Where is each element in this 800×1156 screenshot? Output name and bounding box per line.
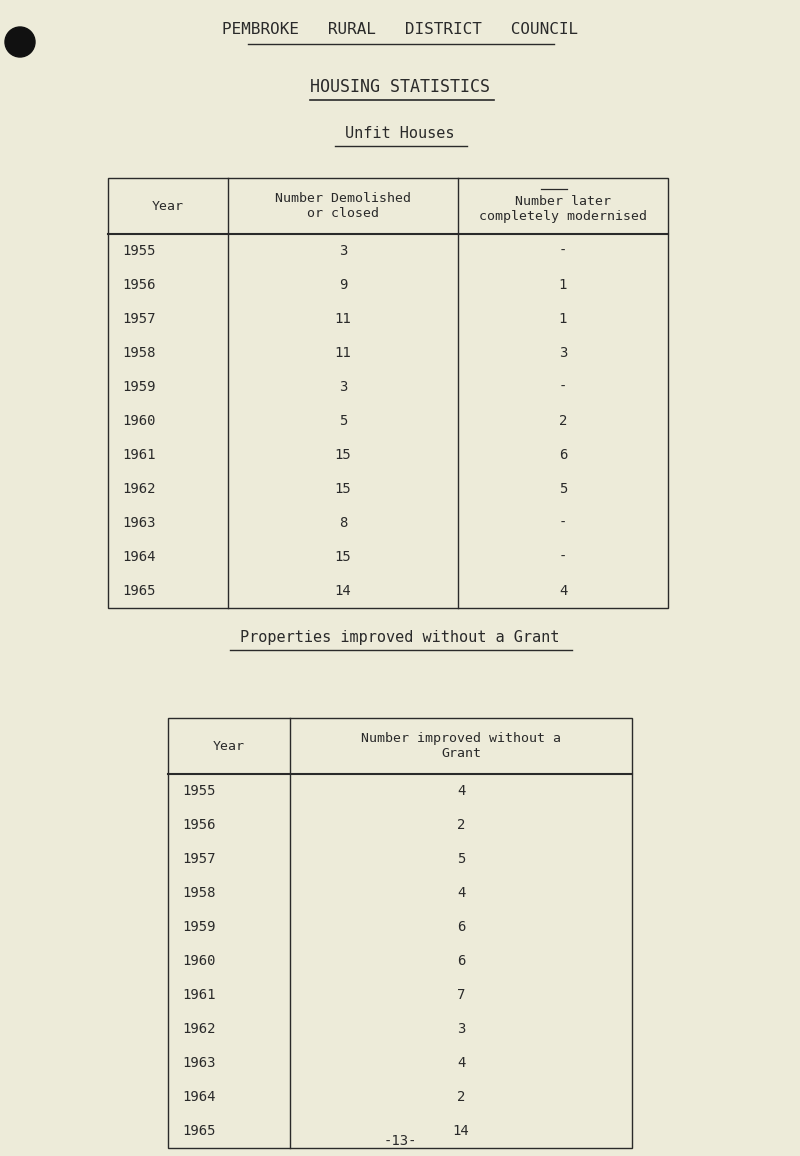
Text: 14: 14 xyxy=(334,584,351,598)
Text: 1963: 1963 xyxy=(182,1055,215,1070)
Text: 1965: 1965 xyxy=(122,584,155,598)
Text: 2: 2 xyxy=(457,818,465,832)
Text: 1955: 1955 xyxy=(182,784,215,798)
Text: 15: 15 xyxy=(334,482,351,496)
Text: 1960: 1960 xyxy=(122,414,155,428)
Text: 1: 1 xyxy=(559,312,567,326)
Text: Year: Year xyxy=(152,200,184,213)
Text: -: - xyxy=(559,244,567,258)
Text: 5: 5 xyxy=(457,852,465,866)
Text: 5: 5 xyxy=(339,414,347,428)
Text: 1961: 1961 xyxy=(122,449,155,462)
Text: -: - xyxy=(559,516,567,529)
Text: PEMBROKE   RURAL   DISTRICT   COUNCIL: PEMBROKE RURAL DISTRICT COUNCIL xyxy=(222,22,578,37)
Text: 4: 4 xyxy=(457,784,465,798)
Text: 1962: 1962 xyxy=(182,1022,215,1036)
Text: 2: 2 xyxy=(559,414,567,428)
Text: -: - xyxy=(559,550,567,564)
Text: 15: 15 xyxy=(334,550,351,564)
Text: 2: 2 xyxy=(457,1090,465,1104)
Text: 1961: 1961 xyxy=(182,988,215,1002)
Text: 3: 3 xyxy=(339,244,347,258)
Text: 15: 15 xyxy=(334,449,351,462)
Text: 3: 3 xyxy=(559,346,567,360)
Text: 14: 14 xyxy=(453,1124,470,1138)
Text: 11: 11 xyxy=(334,312,351,326)
Text: 1958: 1958 xyxy=(122,346,155,360)
Text: 3: 3 xyxy=(339,380,347,394)
Text: 3: 3 xyxy=(457,1022,465,1036)
Text: 6: 6 xyxy=(457,920,465,934)
Text: 1965: 1965 xyxy=(182,1124,215,1138)
Text: 1959: 1959 xyxy=(182,920,215,934)
Text: Number improved without a
Grant: Number improved without a Grant xyxy=(361,732,561,759)
Text: 11: 11 xyxy=(334,346,351,360)
Text: 1962: 1962 xyxy=(122,482,155,496)
Text: 1963: 1963 xyxy=(122,516,155,529)
Text: 1959: 1959 xyxy=(122,380,155,394)
Text: -: - xyxy=(559,380,567,394)
Text: Unfit Houses: Unfit Houses xyxy=(346,126,454,141)
Text: 1956: 1956 xyxy=(182,818,215,832)
Text: 1964: 1964 xyxy=(122,550,155,564)
Text: 1964: 1964 xyxy=(182,1090,215,1104)
Text: Year: Year xyxy=(213,740,245,753)
Bar xyxy=(108,178,668,608)
Text: 1960: 1960 xyxy=(182,954,215,968)
Text: 1957: 1957 xyxy=(182,852,215,866)
Text: 4: 4 xyxy=(457,1055,465,1070)
Circle shape xyxy=(5,27,35,57)
Text: 7: 7 xyxy=(457,988,465,1002)
Text: Properties improved without a Grant: Properties improved without a Grant xyxy=(240,630,560,645)
Text: 1: 1 xyxy=(559,277,567,292)
Text: Number Demolished
or closed: Number Demolished or closed xyxy=(275,192,411,220)
Text: -13-: -13- xyxy=(383,1134,417,1148)
Text: 6: 6 xyxy=(457,954,465,968)
Text: 8: 8 xyxy=(339,516,347,529)
Text: Number later
completely modernised: Number later completely modernised xyxy=(479,195,647,223)
Text: 6: 6 xyxy=(559,449,567,462)
Text: 1958: 1958 xyxy=(182,885,215,901)
Text: 5: 5 xyxy=(559,482,567,496)
Text: 1957: 1957 xyxy=(122,312,155,326)
Text: 4: 4 xyxy=(457,885,465,901)
Text: 9: 9 xyxy=(339,277,347,292)
Text: 4: 4 xyxy=(559,584,567,598)
Text: HOUSING STATISTICS: HOUSING STATISTICS xyxy=(310,77,490,96)
Text: 1955: 1955 xyxy=(122,244,155,258)
Text: 1956: 1956 xyxy=(122,277,155,292)
Bar xyxy=(168,718,632,1148)
